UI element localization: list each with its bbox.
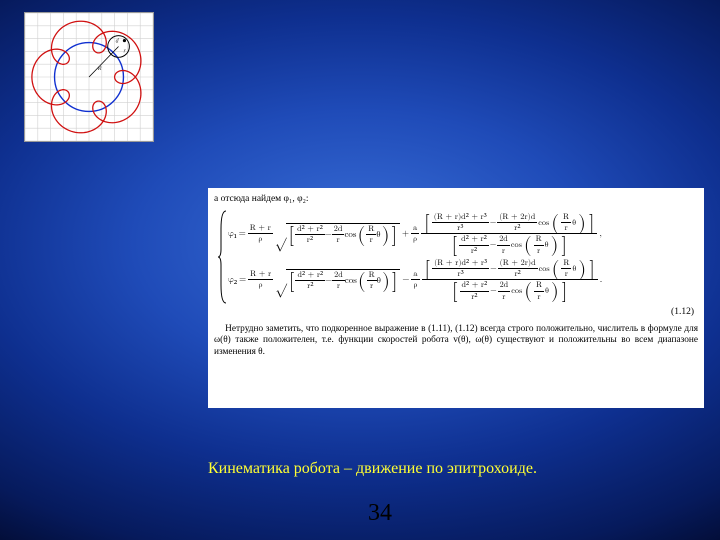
label-R: R — [97, 66, 102, 72]
equation-system: φ₁ = R + r ρ [ d² + r² r² − — [218, 209, 698, 305]
label-d: d — [116, 39, 119, 45]
formula-intro-text: а отсюда найдем φ₁, φ₂: — [214, 194, 698, 205]
slide: R r d а отсюда найдем φ₁, φ₂: φ₁ = R + r — [0, 0, 720, 540]
epitrochoid-figure: R r d — [24, 12, 154, 142]
frac-Rr-rho: R + r ρ — [248, 224, 273, 243]
epitrochoid-svg: R r d — [25, 13, 153, 141]
formula-panel: а отсюда найдем φ₁, φ₂: φ₁ = R + r ρ — [208, 188, 704, 408]
equation-phi1: φ₁ = R + r ρ [ d² + r² r² − — [228, 213, 698, 255]
rolling-circle — [108, 36, 130, 58]
slide-caption: Кинематика робота – движение по эпитрохо… — [208, 460, 537, 478]
equation-number: (1.12) — [214, 307, 698, 318]
big-bracket-fraction: [ (R + r)d² + r³ r³ − (R + 2r)d r² cos — [421, 213, 597, 255]
formula-paragraph: Нетрудно заметить, что подкоренное выраж… — [214, 324, 698, 359]
phi1-symbol: φ₁ — [228, 229, 237, 239]
eq-sign: = — [239, 229, 246, 239]
sqrt-block: [ d² + r² r² − 2d r cos ( — [275, 223, 400, 244]
left-brace — [218, 209, 228, 305]
phi2-symbol: φ₂ — [228, 275, 237, 285]
equation-phi2: φ₂ = R + r ρ [ d² + r² r² − — [228, 259, 698, 301]
tracing-point — [123, 39, 126, 42]
page-number: 34 — [360, 500, 400, 527]
